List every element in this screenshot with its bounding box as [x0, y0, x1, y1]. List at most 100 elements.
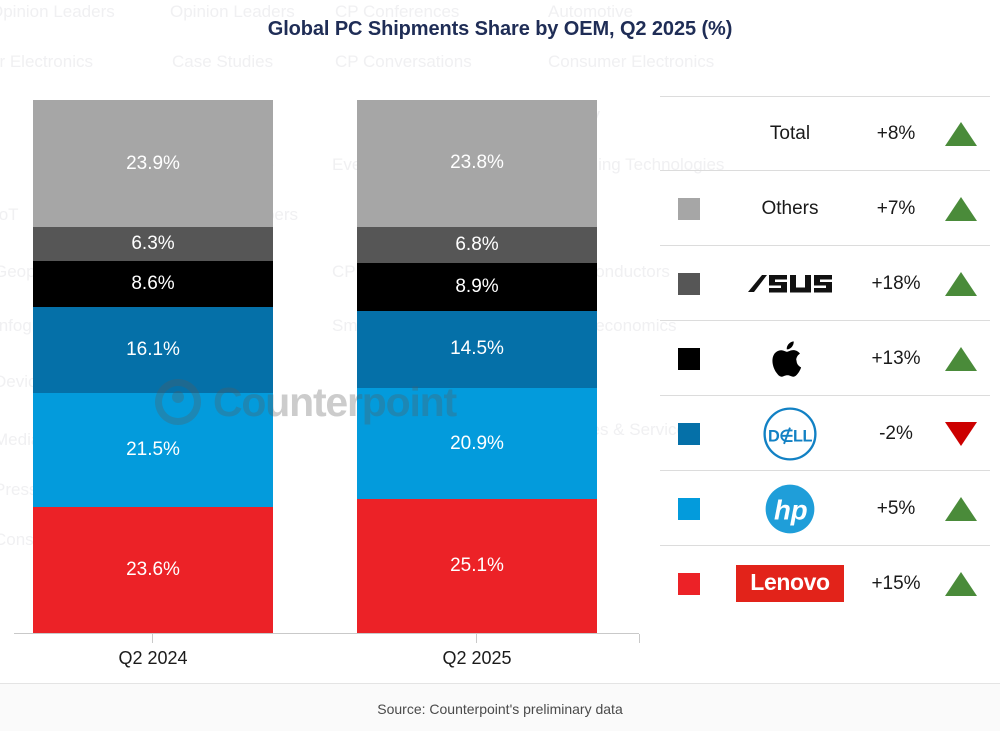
page-title: Global PC Shipments Share by OEM, Q2 202… — [267, 18, 733, 40]
lenovo-logo-icon: Lenovo — [736, 565, 844, 602]
legend-arrow-cell — [932, 496, 990, 521]
legend-color-swatch-dell — [678, 422, 700, 445]
legend-swatch-cell — [658, 497, 720, 520]
legend-brand-others: Others — [720, 171, 860, 246]
apple-logo-icon — [772, 339, 808, 379]
legend-divider — [660, 245, 990, 246]
legend-divider — [660, 96, 990, 97]
legend-color-swatch-asus — [678, 272, 700, 295]
footer-band — [0, 684, 1000, 731]
legend-row-hp[interactable]: hp +5% — [658, 471, 990, 546]
triangle-up-icon — [945, 496, 977, 521]
hp-logo-icon: hp — [765, 484, 815, 533]
triangle-up-icon — [945, 196, 977, 221]
legend-change-asus: +18% — [871, 272, 921, 294]
bar-segment-apple[interactable]: 8.6% — [33, 260, 273, 307]
legend-brand-apple — [720, 321, 860, 396]
bar-segment-label: 16.1% — [126, 338, 180, 360]
bar-segment-label: 6.8% — [455, 233, 499, 255]
bar-segment-lenovo[interactable]: 25.1% — [357, 499, 597, 633]
x-axis-label-q2-2025: Q2 2025 — [442, 648, 512, 668]
bleed-text: Case Studies — [172, 52, 274, 71]
asus-logo-icon — [747, 273, 833, 295]
legend-brand-total: Total — [720, 96, 860, 171]
legend-divider — [660, 470, 990, 471]
bar-q2-2025[interactable]: 23.8% 6.8% 8.9% 14.5% 20.9% 25.1% — [357, 100, 597, 633]
bar-segment-label: 8.6% — [131, 272, 175, 294]
legend-row-total[interactable]: Total +8% — [658, 96, 990, 171]
legend-arrow-cell — [932, 121, 990, 146]
bar-segment-label: 6.3% — [131, 233, 175, 255]
legend-brand-dell: D∉LL — [720, 396, 860, 471]
legend-change-total: +8% — [876, 122, 916, 144]
bar-segment-others[interactable]: 23.9% — [33, 100, 273, 228]
bar-segment-others[interactable]: 23.8% — [357, 100, 597, 227]
legend-arrow-cell — [932, 196, 990, 221]
triangle-up-icon — [945, 271, 977, 296]
bar-segment-apple[interactable]: 8.9% — [357, 263, 597, 311]
legend-arrow-cell — [932, 346, 990, 371]
legend-change-hp: +5% — [876, 497, 916, 519]
bar-segment-label: 21.5% — [126, 438, 180, 460]
legend-color-swatch-apple — [678, 347, 700, 370]
bar-segment-label: 8.9% — [455, 275, 499, 297]
legend-row-apple[interactable]: +13% — [658, 321, 990, 396]
x-axis-tick — [152, 634, 153, 643]
bar-segment-hp[interactable]: 20.9% — [357, 387, 597, 500]
legend-arrow-cell — [932, 271, 990, 296]
legend-brand-hp: hp — [720, 471, 860, 546]
legend-swatch-cell — [658, 197, 720, 220]
legend-label: Others — [761, 197, 819, 219]
asus-wordmark-icon — [748, 274, 832, 292]
stacked-bar-chart: 23.9% 6.3% 8.6% 16.1% 21.5% 23.6% 23.8% — [0, 90, 648, 668]
legend-color-swatch-others — [678, 197, 700, 220]
bar-q2-2024[interactable]: 23.9% 6.3% 8.6% 16.1% 21.5% 23.6% — [33, 100, 273, 633]
legend-label: Total — [769, 122, 811, 144]
triangle-up-icon — [945, 571, 977, 596]
svg-text:D∉LL: D∉LL — [768, 427, 813, 445]
bar-segment-label: 23.8% — [450, 152, 504, 174]
legend-row-asus[interactable]: +18% — [658, 246, 990, 321]
legend-divider — [660, 545, 990, 546]
legend-row-lenovo[interactable]: Lenovo +15% — [658, 546, 990, 621]
legend-panel: Total +8% Others +7% — [658, 96, 990, 626]
dell-logo-icon: D∉LL — [763, 406, 817, 461]
bar-segment-label: 23.9% — [126, 152, 180, 174]
legend-change-dell: -2% — [879, 422, 913, 444]
legend-arrow-cell — [932, 421, 990, 446]
legend-divider — [660, 170, 990, 171]
bar-segment-label: 14.5% — [450, 338, 504, 360]
legend-swatch-cell — [658, 422, 720, 445]
source-note: Source: Counterpoint's preliminary data — [377, 701, 623, 717]
bar-segment-dell[interactable]: 14.5% — [357, 310, 597, 388]
x-axis-line — [14, 633, 639, 634]
legend-color-swatch-lenovo — [678, 572, 700, 595]
legend-change-others: +7% — [876, 197, 916, 219]
x-axis-tick — [639, 634, 640, 643]
bar-segment-label: 25.1% — [450, 555, 504, 577]
legend-row-dell[interactable]: D∉LL -2% — [658, 396, 990, 471]
legend-change-apple: +13% — [871, 347, 921, 369]
bar-segment-asus[interactable]: 6.8% — [357, 226, 597, 264]
triangle-up-icon — [945, 346, 977, 371]
apple-icon — [772, 340, 802, 377]
bar-segment-dell[interactable]: 16.1% — [33, 306, 273, 393]
bar-segment-lenovo[interactable]: 23.6% — [33, 507, 273, 633]
legend-arrow-cell — [932, 571, 990, 596]
svg-text:hp: hp — [774, 494, 808, 525]
x-axis-label-q2-2024: Q2 2024 — [118, 648, 188, 668]
legend-brand-asus — [720, 246, 860, 321]
triangle-down-icon — [945, 421, 977, 446]
legend-swatch-cell — [658, 572, 720, 595]
bleed-text: er Electronics — [0, 52, 93, 71]
legend-brand-lenovo: Lenovo — [720, 546, 860, 621]
legend-swatch-cell — [658, 347, 720, 370]
legend-row-others[interactable]: Others +7% — [658, 171, 990, 246]
legend-swatch-cell — [658, 272, 720, 295]
legend-color-swatch-hp — [678, 497, 700, 520]
bleed-text: CP Conversations — [335, 52, 472, 71]
bar-segment-asus[interactable]: 6.3% — [33, 227, 273, 261]
bar-segment-hp[interactable]: 21.5% — [33, 392, 273, 508]
bleed-text: Consumer Electronics — [548, 52, 715, 71]
